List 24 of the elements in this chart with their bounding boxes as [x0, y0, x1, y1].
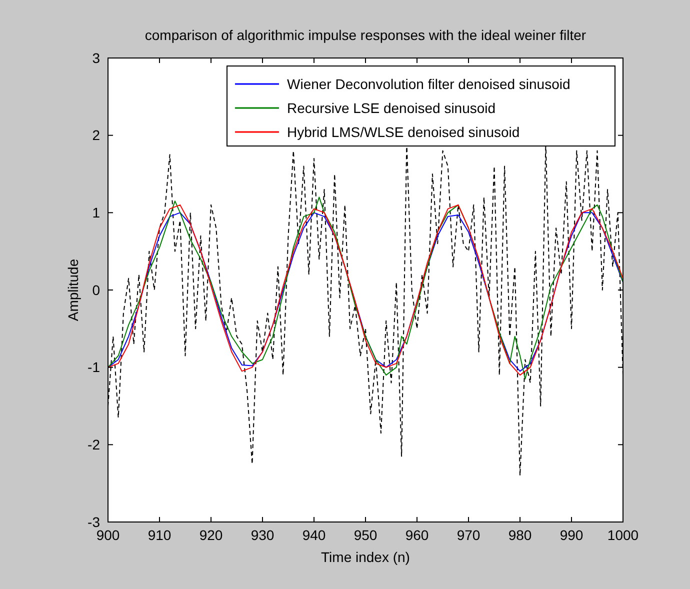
x-tick-label: 940	[302, 527, 326, 543]
y-tick-label: 3	[92, 50, 100, 66]
x-tick-label: 970	[456, 527, 480, 543]
y-tick-label: 0	[92, 282, 100, 298]
x-tick-label: 920	[199, 527, 223, 543]
y-tick-label: -1	[88, 359, 100, 376]
x-tick-label: 910	[148, 527, 172, 543]
x-tick-label: 980	[508, 527, 532, 543]
x-tick-label: 990	[560, 527, 584, 543]
legend-label: Recursive LSE denoised sinusoid	[287, 100, 496, 116]
x-tick-label: 960	[405, 527, 429, 543]
x-axis-title: Time index (n)	[321, 549, 410, 565]
y-tick-label: -3	[88, 514, 100, 530]
y-tick-label: 2	[92, 127, 100, 144]
chart-title: comparison of algorithmic impulse responses with the ideal weiner filter	[144, 27, 586, 43]
x-tick-label: 900	[96, 527, 120, 543]
x-tick-label: 930	[250, 527, 274, 543]
legend-label: Wiener Deconvolution filter denoised sinusoid	[287, 76, 570, 92]
y-axis-title: Amplitude	[65, 258, 81, 322]
x-tick-label: 1000	[607, 527, 639, 543]
y-tick-label: -2	[88, 436, 100, 453]
legend-label: Hybrid LMS/WLSE denoised sinusoid	[287, 124, 520, 140]
x-tick-label: 950	[354, 527, 378, 543]
y-tick-label: 1	[92, 204, 100, 221]
